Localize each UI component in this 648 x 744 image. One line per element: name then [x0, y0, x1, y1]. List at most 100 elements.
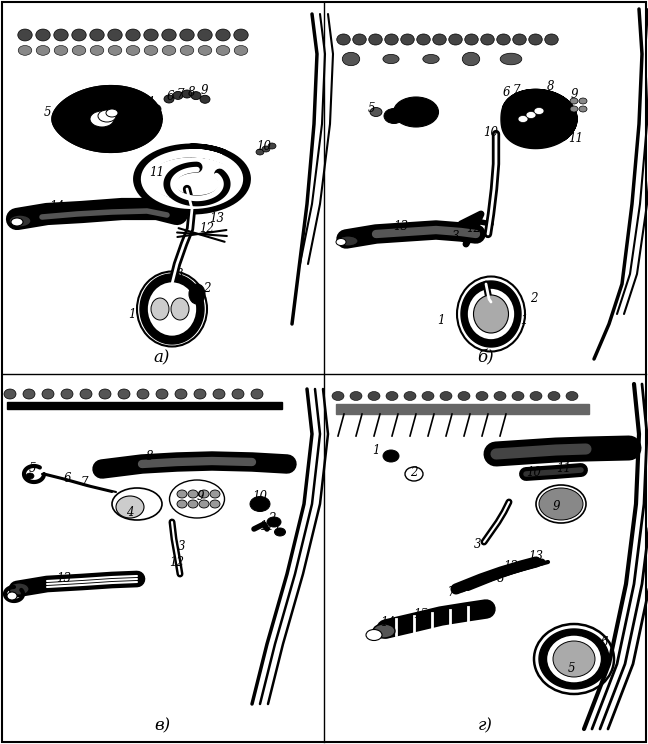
Ellipse shape — [36, 29, 50, 41]
Ellipse shape — [23, 389, 35, 399]
Text: 6: 6 — [600, 635, 608, 649]
Ellipse shape — [137, 389, 149, 399]
Text: 2: 2 — [268, 512, 276, 525]
Text: 7: 7 — [176, 88, 184, 100]
Ellipse shape — [194, 389, 206, 399]
Ellipse shape — [497, 34, 510, 45]
Text: 7: 7 — [80, 475, 87, 489]
Ellipse shape — [566, 391, 578, 400]
Text: 5: 5 — [567, 662, 575, 676]
Ellipse shape — [11, 218, 23, 226]
Polygon shape — [140, 274, 204, 344]
Ellipse shape — [216, 29, 230, 41]
Ellipse shape — [449, 34, 462, 45]
Ellipse shape — [369, 34, 382, 45]
Ellipse shape — [234, 29, 248, 41]
Text: 7: 7 — [447, 586, 455, 598]
Text: 11: 11 — [150, 165, 165, 179]
Ellipse shape — [90, 29, 104, 41]
Ellipse shape — [106, 109, 118, 117]
Ellipse shape — [474, 295, 509, 333]
Ellipse shape — [147, 104, 161, 114]
Text: 15: 15 — [413, 608, 428, 620]
Text: 8: 8 — [146, 449, 154, 463]
Ellipse shape — [234, 45, 248, 55]
Ellipse shape — [162, 45, 176, 55]
Ellipse shape — [42, 389, 54, 399]
Ellipse shape — [198, 29, 212, 41]
Text: 10: 10 — [483, 126, 498, 138]
Ellipse shape — [98, 110, 116, 122]
Text: 2: 2 — [410, 466, 418, 478]
Text: 14: 14 — [380, 615, 395, 629]
Ellipse shape — [350, 391, 362, 400]
Ellipse shape — [126, 29, 140, 41]
Text: 3: 3 — [474, 537, 481, 551]
Ellipse shape — [546, 635, 601, 683]
Ellipse shape — [579, 98, 587, 104]
Ellipse shape — [147, 281, 197, 336]
Ellipse shape — [534, 107, 544, 115]
Ellipse shape — [26, 473, 34, 479]
Ellipse shape — [162, 29, 176, 41]
Ellipse shape — [368, 391, 380, 400]
Ellipse shape — [216, 45, 230, 55]
Ellipse shape — [342, 52, 360, 65]
Polygon shape — [7, 402, 282, 409]
Ellipse shape — [108, 29, 122, 41]
Ellipse shape — [500, 54, 522, 65]
Text: 11: 11 — [557, 463, 572, 475]
Ellipse shape — [188, 490, 198, 498]
Ellipse shape — [384, 109, 404, 124]
Ellipse shape — [80, 389, 92, 399]
Text: 4: 4 — [412, 103, 420, 115]
Text: 2: 2 — [203, 283, 211, 295]
Text: 8: 8 — [189, 86, 196, 98]
Ellipse shape — [126, 45, 140, 55]
Ellipse shape — [112, 488, 162, 520]
Ellipse shape — [179, 29, 194, 41]
Text: 5: 5 — [43, 106, 51, 118]
Ellipse shape — [462, 52, 480, 65]
Ellipse shape — [7, 592, 17, 600]
Ellipse shape — [545, 34, 558, 45]
Text: 1: 1 — [372, 443, 380, 457]
Ellipse shape — [118, 389, 130, 399]
Text: 12: 12 — [170, 556, 185, 568]
Text: 16: 16 — [597, 437, 612, 451]
Text: 5: 5 — [29, 461, 36, 475]
Text: 5: 5 — [367, 103, 375, 115]
Text: 8: 8 — [548, 80, 555, 92]
Ellipse shape — [177, 490, 187, 498]
Text: 8: 8 — [497, 572, 505, 586]
Ellipse shape — [145, 45, 158, 55]
Ellipse shape — [9, 583, 29, 595]
Ellipse shape — [476, 391, 488, 400]
Ellipse shape — [539, 488, 583, 520]
Ellipse shape — [268, 143, 276, 149]
Text: 12: 12 — [503, 559, 518, 572]
Text: 12: 12 — [467, 222, 481, 234]
Text: г): г) — [478, 717, 492, 734]
Ellipse shape — [433, 34, 446, 45]
Ellipse shape — [400, 34, 414, 45]
Text: 4: 4 — [126, 505, 133, 519]
Ellipse shape — [336, 239, 346, 246]
Ellipse shape — [405, 467, 423, 481]
Ellipse shape — [385, 34, 399, 45]
Text: 3: 3 — [176, 268, 184, 280]
Ellipse shape — [72, 45, 86, 55]
Ellipse shape — [137, 272, 207, 347]
Ellipse shape — [526, 112, 536, 118]
Ellipse shape — [494, 391, 506, 400]
Ellipse shape — [353, 34, 366, 45]
Ellipse shape — [72, 29, 86, 41]
Text: 1: 1 — [273, 522, 281, 536]
Polygon shape — [52, 86, 162, 153]
Ellipse shape — [182, 90, 192, 98]
Ellipse shape — [512, 391, 524, 400]
Ellipse shape — [513, 34, 526, 45]
Ellipse shape — [570, 106, 578, 112]
Text: 11: 11 — [568, 132, 583, 146]
Ellipse shape — [518, 115, 528, 123]
